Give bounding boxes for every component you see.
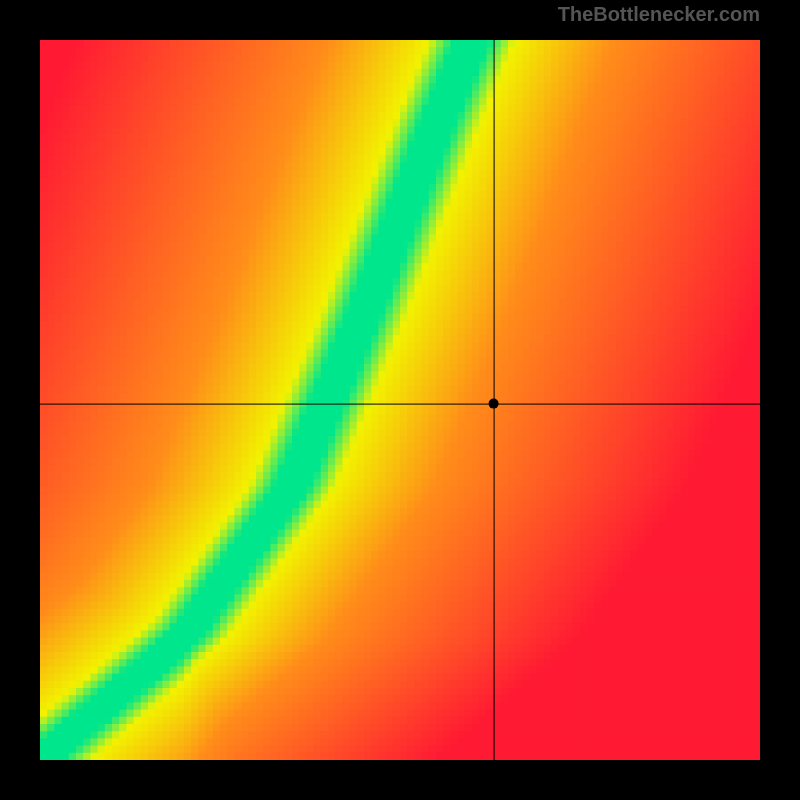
plot-area [40,40,760,760]
attribution-label: TheBottlenecker.com [558,4,760,27]
bottleneck-heatmap [40,40,760,760]
chart-container: TheBottlenecker.com [0,0,800,800]
